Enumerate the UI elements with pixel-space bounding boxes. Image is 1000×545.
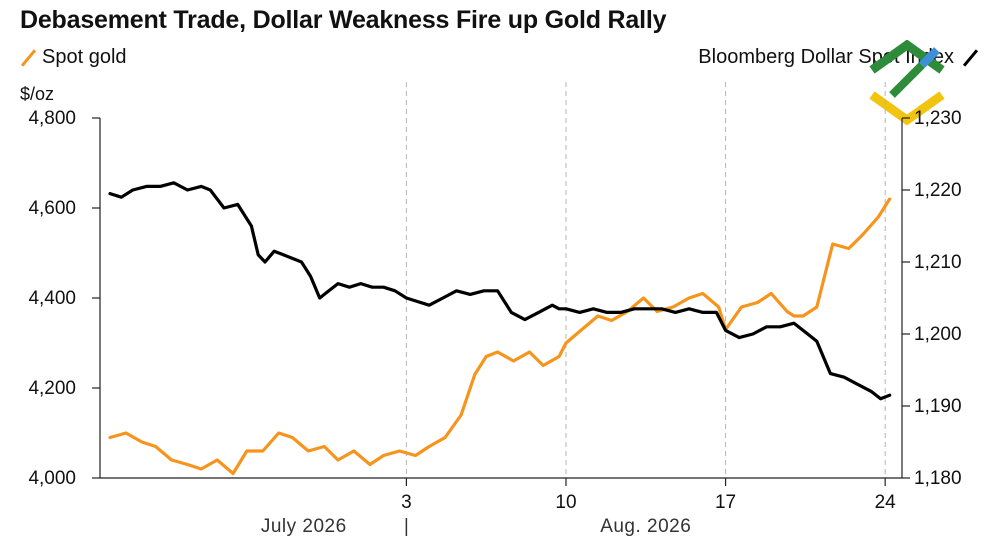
left-axis-unit: $/oz <box>20 84 55 104</box>
left-axis-tick-label: 4,400 <box>28 288 76 309</box>
x-axis-tick-label: 24 <box>875 492 897 513</box>
x-axis-tick-label: 3 <box>401 492 412 513</box>
chart-title: Debasement Trade, Dollar Weakness Fire u… <box>20 6 667 34</box>
left-axis-tick-label: 4,000 <box>28 468 76 489</box>
x-axis-tick-label: 10 <box>555 492 576 513</box>
left-axis-tick-label: 4,800 <box>28 108 76 129</box>
right-axis-tick-label: 1,200 <box>914 324 962 345</box>
x-axis-month-label: July 2026 <box>261 516 347 537</box>
left-axis-tick-label: 4,600 <box>28 198 76 219</box>
left-axis-tick-label: 4,200 <box>28 378 76 399</box>
series-line-spot-gold <box>108 197 892 476</box>
series-line-dollar-index <box>108 181 892 401</box>
x-axis-tick-label: 17 <box>715 492 736 513</box>
right-axis-tick-label: 1,210 <box>914 252 962 273</box>
right-axis-tick-label: 1,220 <box>914 180 962 201</box>
brand-logo-icon <box>869 40 945 126</box>
legend-spot-gold: Spot gold <box>20 46 127 69</box>
x-axis-month-label: Aug. 2026 <box>600 516 691 537</box>
right-axis-tick-label: 1,180 <box>914 468 962 489</box>
right-axis-tick-label: 1,230 <box>914 108 962 129</box>
right-axis-tick-label: 1,190 <box>914 396 962 417</box>
legend-label-gold: Spot gold <box>42 46 127 68</box>
